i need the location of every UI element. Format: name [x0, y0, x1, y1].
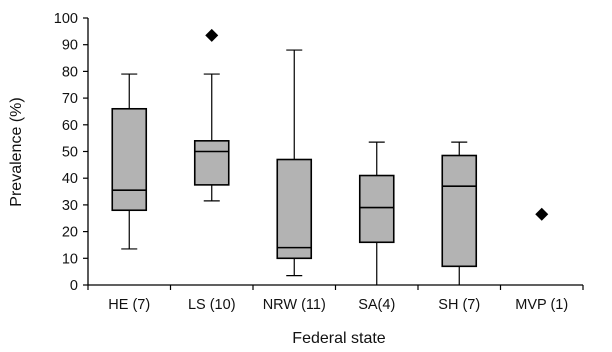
x-category-label: MVP (1)	[515, 297, 568, 313]
box-iqr	[111, 107, 148, 212]
y-tick-label: 70	[62, 91, 78, 107]
y-tick-label: 60	[62, 118, 78, 134]
y-axis-title: Prevalence (%)	[8, 97, 25, 206]
x-category-label: HE (7)	[108, 297, 150, 313]
x-category-label: SA(4)	[358, 297, 395, 313]
y-tick-label: 30	[62, 198, 78, 214]
outlier-point	[205, 28, 219, 42]
y-tick-label: 20	[62, 225, 78, 241]
x-category-label: SH (7)	[438, 297, 480, 313]
y-tick-label: 50	[62, 145, 78, 161]
x-axis-title: Federal state	[292, 330, 385, 347]
box-iqr	[441, 154, 478, 268]
x-category-label: LS (10)	[188, 297, 236, 313]
outlier-point	[535, 207, 549, 221]
y-tick-label: 90	[62, 38, 78, 54]
box-iqr	[193, 140, 230, 186]
y-tick-label: 100	[54, 11, 78, 27]
x-category-label: NRW (11)	[263, 297, 326, 313]
y-tick-label: 80	[62, 64, 78, 80]
box-iqr	[358, 174, 395, 244]
y-tick-label: 40	[62, 171, 78, 187]
plot-area: 0 10 20 30 40 50 60 70 80 90 100 HE (7) LS (10) NRW (…	[54, 11, 584, 313]
y-tick-label: 0	[70, 278, 78, 294]
box-iqr	[276, 158, 313, 260]
y-tick-label: 10	[62, 251, 78, 267]
